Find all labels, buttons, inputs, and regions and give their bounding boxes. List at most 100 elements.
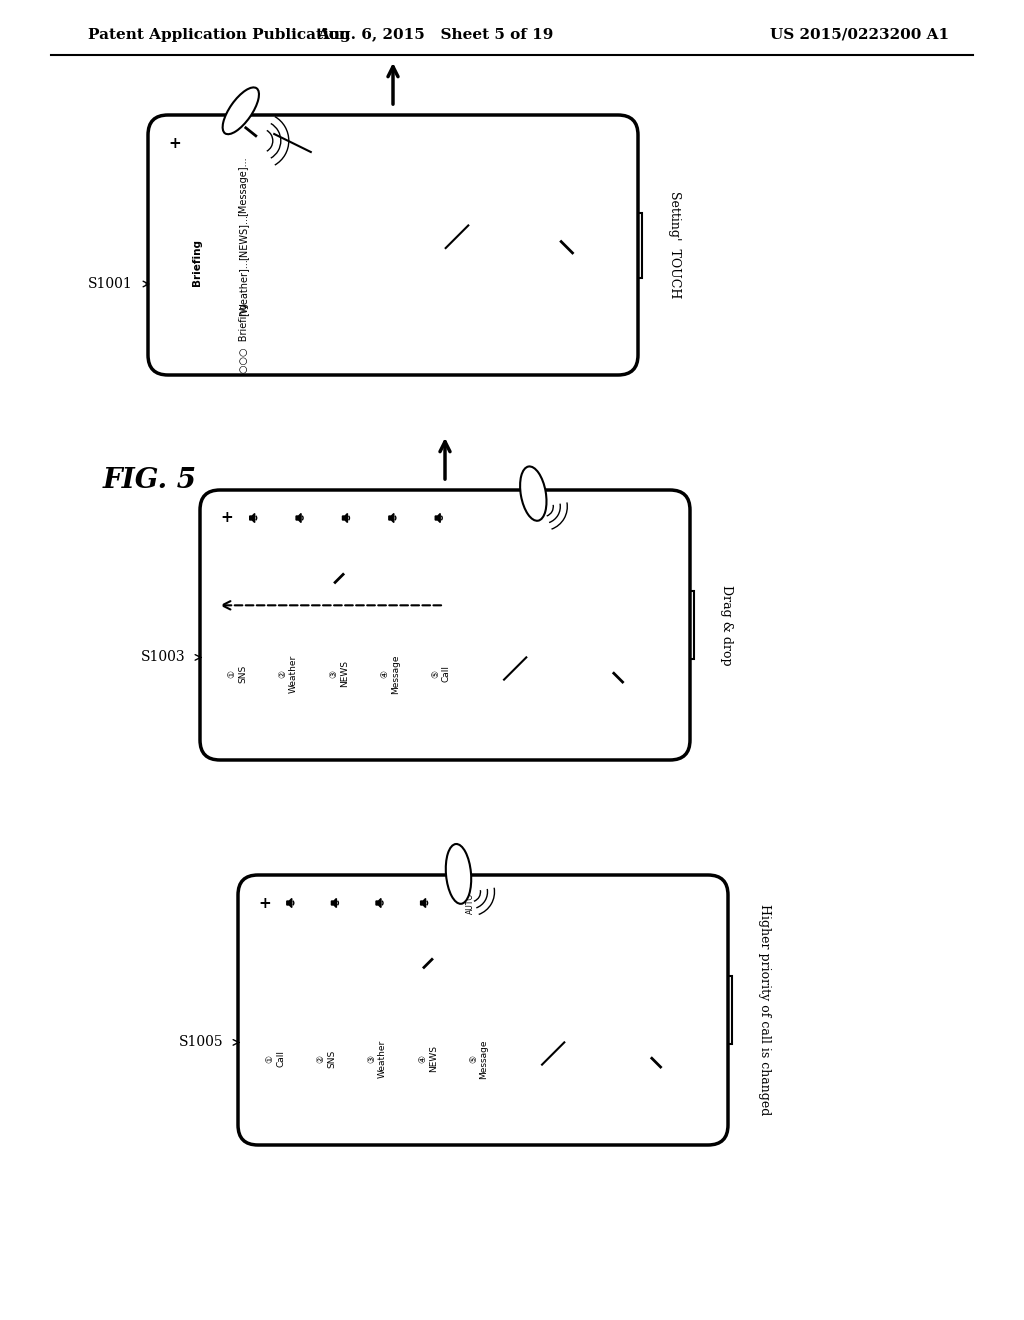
Text: S1003: S1003 (140, 651, 185, 664)
Bar (639, 948, 647, 956)
Bar (562, 696, 656, 748)
Bar (233, 161, 406, 211)
Ellipse shape (440, 326, 473, 348)
Bar (647, 940, 655, 948)
Bar (549, 330, 556, 338)
Bar (212, 502, 658, 535)
Bar (639, 956, 647, 964)
Circle shape (634, 1040, 655, 1061)
Bar (593, 562, 601, 570)
Bar (600, 921, 694, 974)
Text: US 2015/0223200 A1: US 2015/0223200 A1 (770, 28, 949, 42)
Bar (609, 562, 617, 570)
Bar (593, 554, 601, 562)
Bar (549, 345, 556, 352)
Text: ⑤
Message: ⑤ Message (469, 1039, 488, 1078)
Bar (160, 127, 606, 158)
Circle shape (475, 960, 482, 966)
Text: +: + (258, 895, 270, 911)
Bar (468, 589, 562, 642)
Bar (506, 1027, 600, 1080)
Bar (542, 330, 549, 338)
Text: ①
SNS: ① SNS (227, 665, 247, 682)
Bar (315, 131, 358, 154)
Circle shape (285, 574, 292, 582)
Circle shape (643, 997, 651, 1005)
Ellipse shape (536, 936, 570, 960)
Bar (456, 932, 502, 995)
Bar (631, 956, 639, 964)
Bar (549, 323, 556, 330)
Circle shape (440, 271, 473, 304)
Bar (367, 546, 414, 610)
Bar (214, 546, 261, 610)
Text: ④
NEWS: ④ NEWS (418, 1045, 437, 1072)
Text: ④
Message: ④ Message (380, 653, 399, 693)
Bar (556, 338, 563, 345)
Bar (408, 261, 507, 313)
Bar (365, 536, 416, 748)
Bar (250, 921, 301, 1133)
Bar (631, 948, 639, 956)
Bar (609, 554, 617, 562)
Bar (182, 131, 224, 154)
Polygon shape (435, 513, 440, 523)
Circle shape (549, 1001, 558, 1010)
Bar (617, 554, 625, 562)
Circle shape (546, 277, 567, 298)
Bar (601, 570, 609, 578)
Bar (351, 921, 402, 1133)
Bar (408, 211, 507, 261)
Bar (418, 546, 464, 610)
Bar (506, 1080, 600, 1133)
Bar (593, 570, 601, 578)
Bar (303, 932, 349, 995)
Bar (655, 948, 663, 956)
Bar (647, 948, 655, 956)
Circle shape (598, 605, 621, 627)
Bar (252, 932, 299, 995)
Text: Aug. 6, 2015   Sheet 5 of 19: Aug. 6, 2015 Sheet 5 of 19 (316, 28, 553, 42)
Bar (601, 562, 609, 570)
Text: [Message]...: [Message]... (239, 157, 249, 216)
FancyBboxPatch shape (200, 490, 690, 760)
Bar (323, 960, 330, 968)
Bar (556, 345, 563, 352)
Bar (556, 323, 563, 330)
Bar (601, 546, 609, 554)
Ellipse shape (520, 466, 547, 521)
Bar (451, 892, 488, 913)
Bar (301, 921, 351, 1133)
Circle shape (500, 599, 531, 631)
Ellipse shape (498, 550, 532, 574)
Bar (563, 323, 570, 330)
Bar (686, 591, 694, 659)
Bar (212, 536, 263, 748)
Bar (468, 536, 562, 589)
Text: ③
Weather: ③ Weather (368, 1040, 387, 1078)
Polygon shape (421, 899, 426, 908)
Polygon shape (287, 899, 292, 908)
Bar (408, 161, 507, 211)
Bar (639, 940, 647, 948)
Text: Setting'  TOUCH: Setting' TOUCH (668, 191, 681, 298)
Bar (647, 932, 655, 940)
Bar (250, 887, 696, 919)
Text: Patent Application Publication: Patent Application Publication (88, 28, 350, 42)
Bar (454, 921, 504, 1133)
Bar (634, 213, 642, 277)
Polygon shape (389, 513, 394, 523)
Circle shape (538, 1038, 569, 1069)
Bar (542, 323, 549, 330)
Bar (468, 696, 562, 748)
Text: S1005: S1005 (178, 1035, 223, 1049)
Bar (315, 546, 362, 610)
Bar (542, 338, 549, 345)
Bar (563, 330, 570, 338)
Text: ①
Call: ① Call (265, 1051, 285, 1068)
Bar (416, 504, 466, 748)
Text: +: + (220, 511, 232, 525)
Bar (263, 536, 313, 748)
Bar (226, 131, 269, 154)
Bar (233, 261, 406, 313)
